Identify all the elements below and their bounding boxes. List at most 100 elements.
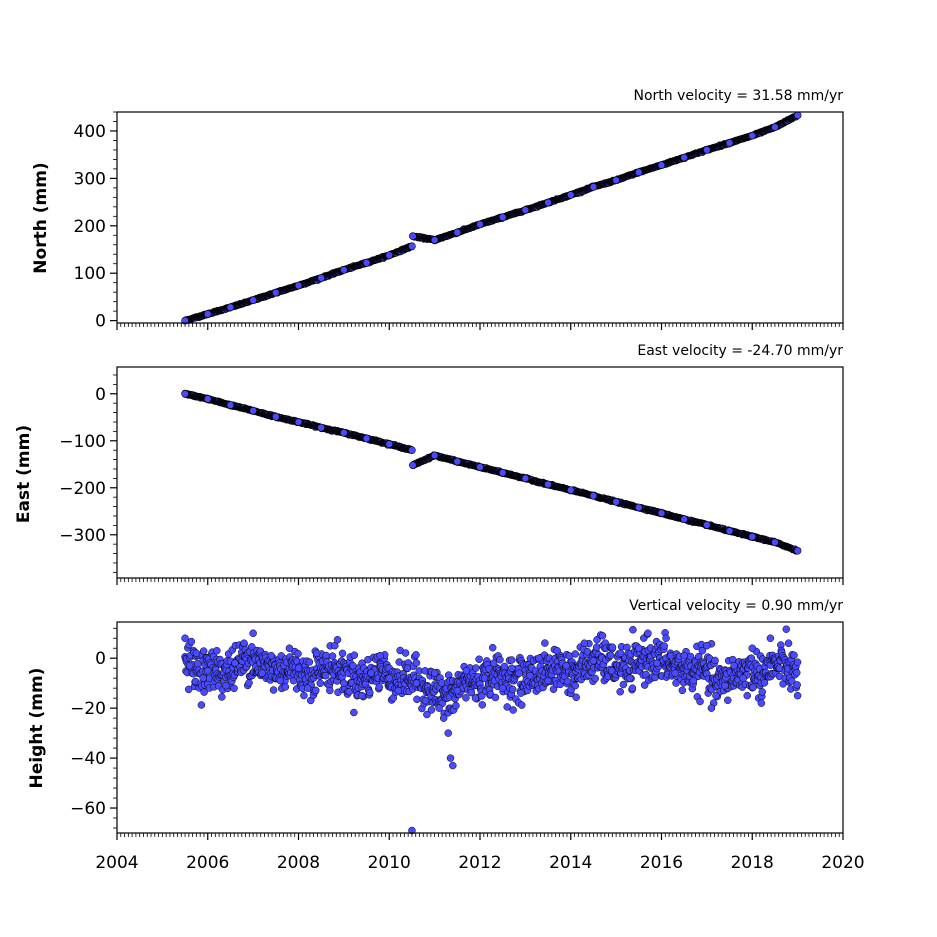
north-data-point <box>521 206 530 214</box>
east-data-point <box>181 389 189 398</box>
height-data-point <box>629 626 637 634</box>
height-data-point <box>311 686 320 695</box>
north-data-point <box>385 251 394 259</box>
height-data-point <box>488 643 497 652</box>
north-y-tick-label: 400 <box>74 122 106 142</box>
east-y-tick-label: 0 <box>95 385 106 405</box>
height-data-point <box>218 693 226 701</box>
height-data-point <box>305 658 314 666</box>
north-data-point <box>771 123 779 131</box>
height-data-point <box>413 695 421 704</box>
height-data-point <box>616 687 624 696</box>
north-axis-ticks: 0 100 200 300 400 <box>74 111 844 332</box>
east-data-point <box>725 527 734 535</box>
north-data-point <box>408 242 416 250</box>
height-data-point <box>475 655 483 663</box>
height-y-tick-label: −40 <box>70 749 106 769</box>
east-data-point <box>657 509 666 517</box>
east-data-point <box>544 480 552 489</box>
height-y-tick-label: −20 <box>70 699 106 719</box>
north-panel-title: North velocity = 31.58 mm/yr <box>633 88 843 104</box>
height-y-axis-label: Height (mm) <box>27 668 47 789</box>
north-data-point <box>476 220 484 229</box>
height-data-point <box>187 637 196 646</box>
north-data-point <box>430 236 439 244</box>
height-data-point <box>462 694 470 702</box>
height-data-point <box>571 650 580 658</box>
height-data-point <box>452 701 460 710</box>
north-data-point <box>409 232 417 241</box>
north-y-tick-label: 100 <box>74 264 106 284</box>
north-data-point <box>566 191 575 199</box>
height-x-tick-label: 2008 <box>277 853 320 873</box>
height-data-point <box>628 684 637 692</box>
north-data-point <box>249 296 257 305</box>
north-data-point <box>226 303 235 312</box>
north-data-point <box>703 146 711 154</box>
east-data-point <box>498 468 507 477</box>
height-x-tick-label: 2020 <box>821 853 864 873</box>
height-data-point <box>608 643 617 652</box>
east-data-point <box>748 532 757 541</box>
height-data-point <box>412 651 420 659</box>
height-data-point <box>350 651 359 659</box>
north-data-point <box>362 258 371 267</box>
north-data-point <box>544 198 552 207</box>
north-data-point <box>294 281 303 290</box>
east-y-axis-label: East (mm) <box>14 425 34 523</box>
north-data-point <box>498 213 507 222</box>
east-data-point <box>362 434 371 443</box>
height-data-point <box>541 639 549 647</box>
east-data-point <box>408 446 416 454</box>
height-data-point <box>316 679 325 688</box>
east-axis-ticks: 0 −100 −200 −300 <box>59 374 844 585</box>
east-data-point <box>453 457 462 466</box>
height-data-point <box>245 679 253 687</box>
east-data-point <box>612 498 620 506</box>
north-data-point <box>589 183 598 191</box>
north-data-point <box>680 153 688 162</box>
height-data-point <box>427 706 436 714</box>
east-y-tick-label: −300 <box>59 526 106 546</box>
east-data-point <box>589 491 598 500</box>
north-data-point <box>748 131 757 140</box>
height-x-tick-label: 2012 <box>458 853 501 873</box>
north-data-point <box>453 228 462 237</box>
height-data-point <box>592 643 601 652</box>
height-data-point <box>338 649 347 658</box>
north-data-point <box>340 266 348 274</box>
east-data-points <box>181 389 802 555</box>
east-data-point <box>430 451 439 460</box>
north-y-tick-label: 200 <box>74 217 106 237</box>
height-data-point <box>496 656 504 664</box>
east-data-point <box>703 521 711 529</box>
height-data-point <box>491 693 500 702</box>
north-data-point <box>203 310 212 318</box>
east-data-point <box>317 423 325 432</box>
north-data-point <box>612 176 620 185</box>
height-data-point <box>515 669 523 678</box>
east-data-point <box>226 401 235 409</box>
height-x-tick-label: 2004 <box>95 853 138 873</box>
height-data-point <box>281 683 290 691</box>
height-data-point <box>509 706 517 714</box>
height-data-point <box>350 708 358 717</box>
east-data-point <box>203 395 212 403</box>
height-data-point <box>478 701 487 709</box>
north-data-points <box>181 111 802 325</box>
height-data-point <box>591 674 599 683</box>
height-x-tick-label: 2006 <box>186 853 229 873</box>
east-data-point <box>771 538 779 547</box>
height-data-point <box>572 693 580 702</box>
height-data-point <box>294 649 302 658</box>
height-data-point <box>619 680 628 689</box>
north-data-point <box>272 288 280 297</box>
east-data-point <box>680 515 688 524</box>
north-data-point <box>657 161 666 169</box>
east-data-point <box>385 440 394 448</box>
north-data-point <box>635 168 643 177</box>
height-data-point <box>322 651 330 660</box>
height-data-point <box>197 701 206 709</box>
height-data-point <box>401 649 410 657</box>
